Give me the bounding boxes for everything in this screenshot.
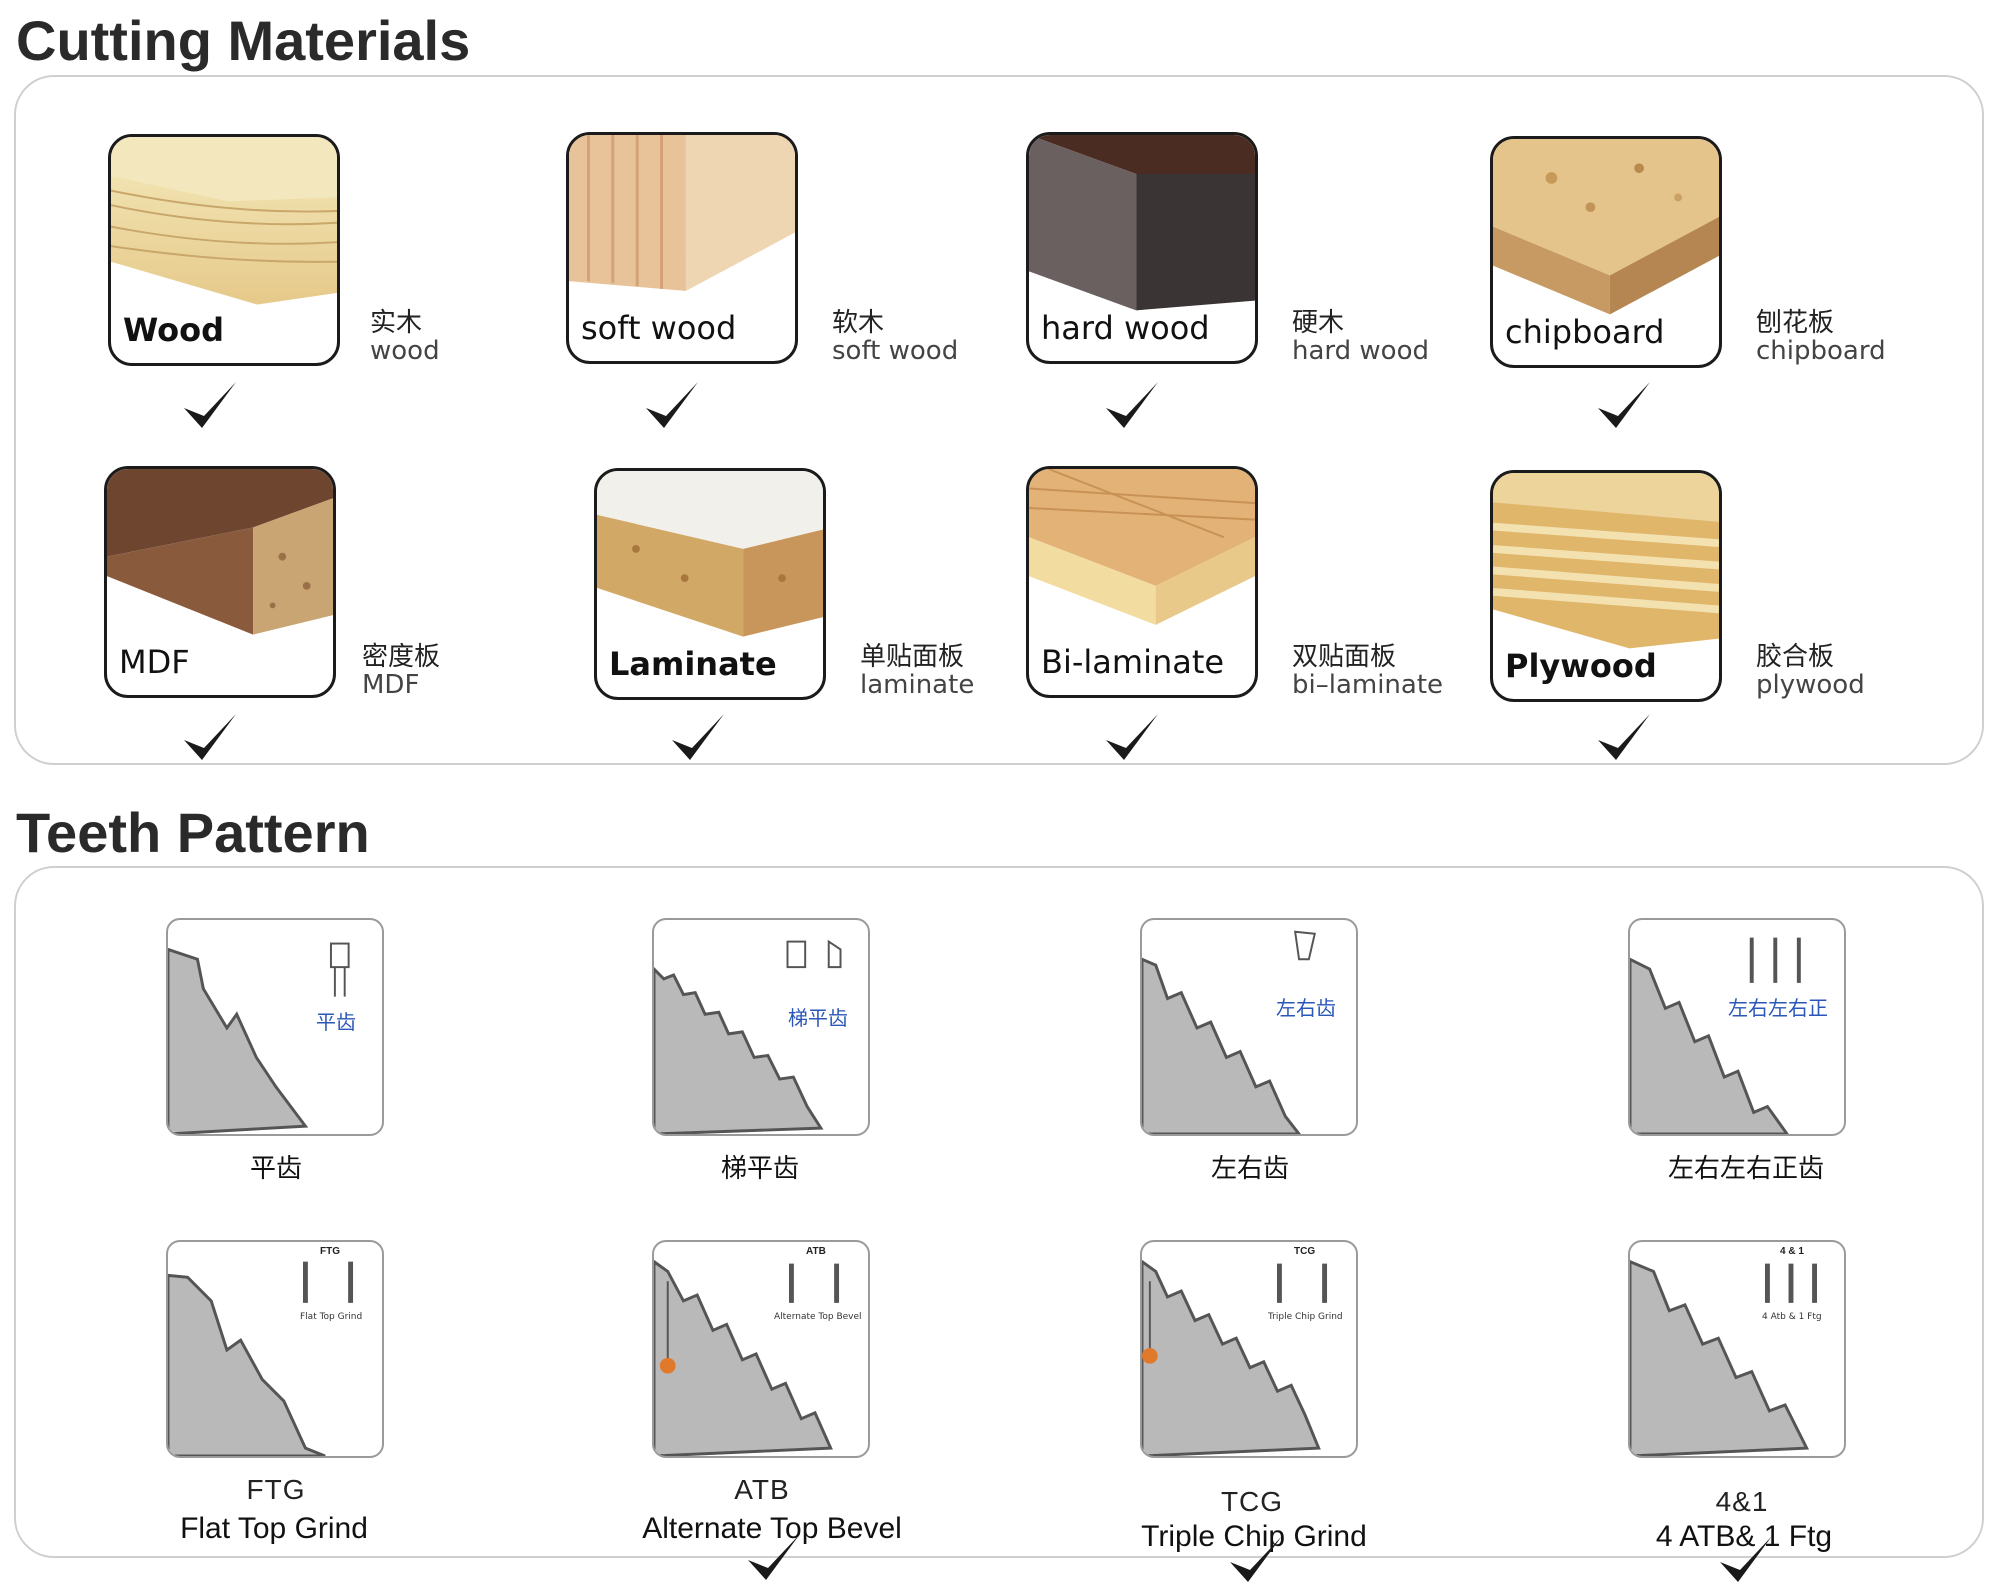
mdf-image bbox=[107, 469, 333, 635]
tooth-icon-sub: 4 Atb & 1 Ftg bbox=[1762, 1312, 1822, 1322]
material-label: Laminate bbox=[609, 645, 777, 683]
checkmark-icon bbox=[1720, 1536, 1772, 1582]
soft-wood-image bbox=[569, 135, 795, 291]
tooth-icon-label: 左右左右正 bbox=[1728, 996, 1828, 1020]
tooth-code: 4&1 bbox=[1715, 1486, 1769, 1517]
teeth-diagram-flat: 平齿 bbox=[166, 918, 384, 1136]
material-tile-chipboard: chipboard bbox=[1490, 136, 1722, 368]
material-label: Bi-laminate bbox=[1041, 643, 1225, 681]
tooth-name: Flat Top Grind bbox=[180, 1512, 368, 1545]
tooth-icon-sub: Alternate Top Bevel bbox=[774, 1312, 862, 1322]
tooth-cn-label: 左右左右正齿 bbox=[1667, 1154, 1824, 1184]
teeth-diagram-alternate: 左右齿 bbox=[1140, 918, 1358, 1136]
saw-blade-icon bbox=[654, 1259, 840, 1456]
material-label: Wood bbox=[123, 311, 225, 349]
teeth-diagram-alternate-flat: 左右左右正 bbox=[1628, 918, 1846, 1136]
material-label: soft wood bbox=[581, 309, 737, 347]
tooth-cn-label: 平齿 bbox=[249, 1154, 302, 1184]
teeth-diagram-4-and-1: 4 & 1 4 Atb & 1 Ftg bbox=[1628, 1240, 1846, 1458]
material-tile-hard-wood: hard wood bbox=[1026, 132, 1258, 364]
tooth-icon-label: 梯平齿 bbox=[788, 1006, 848, 1030]
material-tile-bi-laminate: Bi-laminate bbox=[1026, 466, 1258, 698]
bi-laminate-image bbox=[1029, 469, 1255, 625]
material-cn: 单贴面板 bbox=[860, 642, 965, 672]
checkmark-icon bbox=[748, 1534, 800, 1580]
material-en: hard wood bbox=[1292, 336, 1429, 366]
checkmark-icon bbox=[1230, 1536, 1282, 1582]
material-en: MDF bbox=[362, 670, 420, 700]
material-en: chipboard bbox=[1756, 336, 1886, 366]
material-cn: 密度板 bbox=[362, 642, 441, 672]
tooth-icon-head: ATB bbox=[806, 1246, 826, 1257]
tooth-icon-label: 左右齿 bbox=[1276, 996, 1336, 1020]
cutting-materials-title: Cutting Materials bbox=[16, 9, 471, 72]
tooth-icon-head: FTG bbox=[320, 1246, 340, 1257]
material-tile-mdf: MDF bbox=[104, 466, 336, 698]
material-cn: 硬木 bbox=[1292, 308, 1345, 338]
material-en: plywood bbox=[1756, 670, 1865, 700]
material-cn: 刨花板 bbox=[1756, 308, 1835, 338]
tooth-name: Triple Chip Grind bbox=[1141, 1520, 1367, 1553]
saw-blade-icon bbox=[1630, 1260, 1818, 1456]
tooth-icon-sub: Triple Chip Grind bbox=[1268, 1312, 1343, 1322]
material-cn: 软木 bbox=[832, 308, 885, 338]
tooth-icon-label: 平齿 bbox=[316, 1010, 356, 1034]
tooth-icon-sub: Flat Top Grind bbox=[300, 1312, 363, 1322]
checkmark-icon bbox=[1598, 714, 1650, 760]
saw-blade-icon bbox=[1142, 930, 1316, 1134]
tooth-code: ATB bbox=[734, 1474, 790, 1505]
tooth-code: TCG bbox=[1220, 1486, 1284, 1517]
plywood-image bbox=[1493, 473, 1719, 649]
saw-blade-icon bbox=[168, 942, 350, 1134]
material-cn: 双贴面板 bbox=[1292, 642, 1397, 672]
material-tile-plywood: Plywood bbox=[1490, 470, 1722, 702]
saw-blade-icon bbox=[654, 939, 842, 1134]
material-en: wood bbox=[370, 336, 440, 366]
laminate-image bbox=[597, 471, 823, 637]
saw-blade-icon bbox=[168, 1261, 354, 1456]
material-en: soft wood bbox=[832, 336, 959, 366]
material-label: Plywood bbox=[1505, 647, 1657, 685]
tooth-code: FTG bbox=[246, 1474, 306, 1505]
teeth-diagram-atb: ATB Alternate Top Bevel bbox=[652, 1240, 870, 1458]
material-label: hard wood bbox=[1041, 309, 1210, 347]
checkmark-icon bbox=[1106, 382, 1158, 428]
saw-blade-icon bbox=[1630, 937, 1801, 1134]
hard-wood-image bbox=[1029, 135, 1255, 311]
teeth-diagram-tcg: TCG Triple Chip Grind bbox=[1140, 1240, 1358, 1458]
material-label: chipboard bbox=[1505, 313, 1665, 351]
material-tile-soft-wood: soft wood bbox=[566, 132, 798, 364]
material-en: bi–laminate bbox=[1292, 670, 1444, 700]
teeth-diagram-stepped-flat: 梯平齿 bbox=[652, 918, 870, 1136]
checkmark-icon bbox=[1598, 382, 1650, 428]
checkmark-icon bbox=[184, 714, 236, 760]
tooth-name: Alternate Top Bevel bbox=[642, 1512, 902, 1545]
checkmark-icon bbox=[1106, 714, 1158, 760]
chipboard-image bbox=[1493, 139, 1719, 315]
material-tile-laminate: Laminate bbox=[594, 468, 826, 700]
teeth-pattern-title: Teeth Pattern bbox=[16, 801, 370, 864]
teeth-diagram-ftg: FTG Flat Top Grind bbox=[166, 1240, 384, 1458]
tooth-name: 4 ATB& 1 Ftg bbox=[1655, 1520, 1833, 1553]
material-label: MDF bbox=[119, 643, 190, 681]
material-cn: 胶合板 bbox=[1756, 642, 1835, 672]
checkmark-icon bbox=[646, 382, 698, 428]
tooth-icon-head: 4 & 1 bbox=[1780, 1246, 1804, 1257]
checkmark-icon bbox=[184, 382, 236, 428]
checkmark-icon bbox=[672, 714, 724, 760]
material-tile-wood: Wood bbox=[108, 134, 340, 366]
saw-blade-icon bbox=[1142, 1259, 1328, 1456]
tooth-icon-head: TCG bbox=[1294, 1246, 1316, 1257]
material-cn: 实木 bbox=[370, 308, 423, 338]
tooth-cn-label: 左右齿 bbox=[1210, 1154, 1289, 1184]
material-en: laminate bbox=[860, 670, 975, 700]
wood-image bbox=[111, 137, 337, 305]
tooth-cn-label: 梯平齿 bbox=[720, 1154, 799, 1184]
